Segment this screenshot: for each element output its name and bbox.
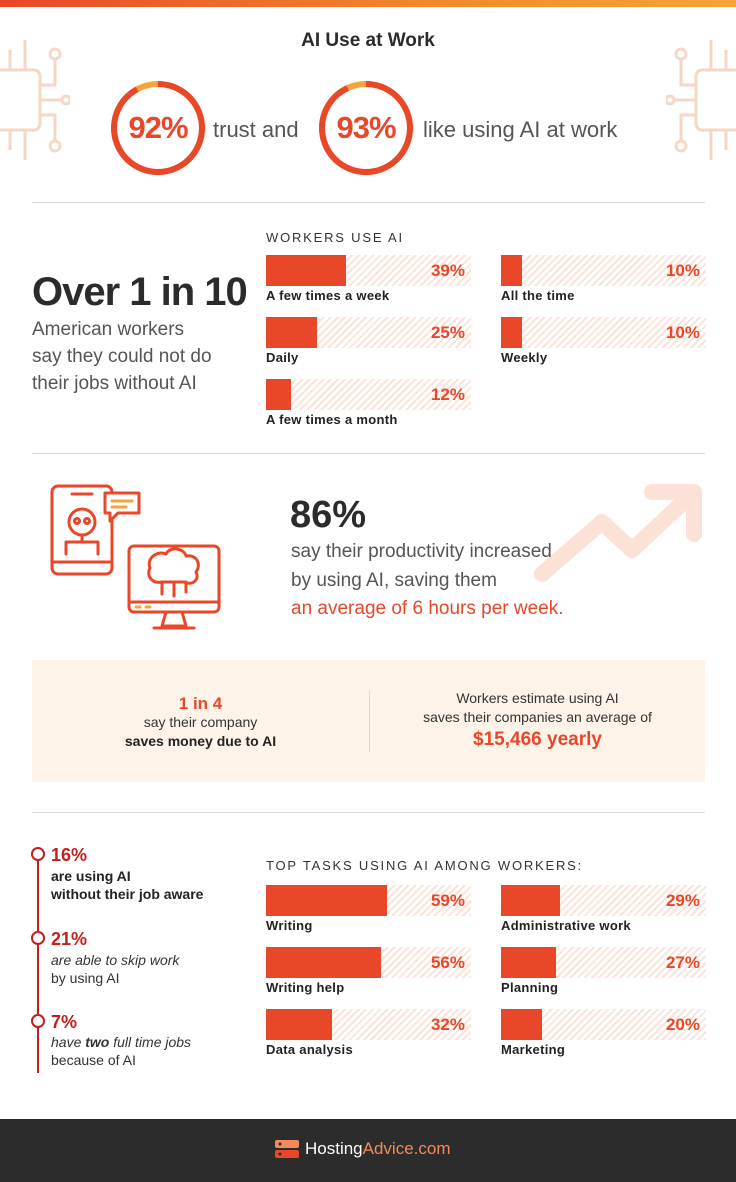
footer-logo[interactable]: HostingAdvice.com [305, 1139, 451, 1158]
bar-track: 25% [266, 317, 471, 348]
trend-arrow-icon [534, 484, 702, 582]
bar-track: 10% [501, 255, 706, 286]
bar-value: 20% [665, 1015, 700, 1034]
bar-fill [266, 947, 381, 978]
bar-label: A few times a week [266, 288, 390, 303]
bar-label: Writing help [266, 980, 345, 995]
phone-robot-icon [50, 484, 114, 576]
bar-value: 12% [430, 385, 465, 404]
trust-text: trust and [213, 117, 299, 142]
panel-left-line1: say their company [143, 714, 258, 730]
bar-label: Data analysis [266, 1042, 354, 1057]
panel-right-line2: saves their companies an average of [423, 709, 652, 725]
bar-value: 10% [665, 261, 700, 280]
page-title: AI Use at Work [301, 30, 435, 51]
bar-fill [501, 947, 557, 978]
bar-label: Marketing [501, 1042, 566, 1057]
workers-use-label: WORKERS USE AI [266, 230, 404, 245]
like-percent: 93% [336, 110, 396, 145]
divider [32, 453, 705, 454]
trust-percent: 92% [128, 110, 188, 145]
bar-track: 56% [266, 947, 471, 978]
panel-left-highlight: 1 in 4 [178, 694, 223, 713]
timeline-text-1: are using AI without their job aware [51, 868, 204, 902]
like-ring: 93% [316, 78, 416, 178]
bar-track: 10% [501, 317, 706, 348]
bar-label: Weekly [501, 350, 548, 365]
bar-fill [266, 1009, 332, 1040]
timeline-dot [31, 931, 45, 945]
like-text: like using AI at work [423, 117, 618, 142]
top-stripe [0, 0, 736, 7]
over-headline: Over 1 in 10 [32, 270, 248, 314]
panel-right-highlight: $15,466 yearly [473, 729, 602, 750]
circuit-icon [666, 40, 736, 160]
productivity-percent: 86% [290, 494, 367, 536]
divider [32, 202, 705, 203]
bar-fill [501, 1009, 542, 1040]
bar-label: All the time [501, 288, 575, 303]
bar-label: Writing [266, 918, 313, 933]
bar-fill [266, 255, 346, 286]
trust-ring: 92% [108, 78, 208, 178]
panel-right-line1: Workers estimate using AI [456, 690, 619, 706]
bar-track: 12% [266, 379, 471, 410]
bar-track: 27% [501, 947, 706, 978]
tasks-label: TOP TASKS USING AI AMONG WORKERS: [266, 858, 584, 873]
panel-divider [369, 690, 370, 752]
timeline-pct-3: 7% [51, 1012, 78, 1032]
bar-track: 20% [501, 1009, 706, 1040]
productivity-line-3: an average of 6 hours per week. [291, 598, 564, 619]
timeline-dot [31, 847, 45, 861]
bar-track: 39% [266, 255, 471, 286]
bar-value: 29% [665, 891, 700, 910]
bar-label: Planning [501, 980, 559, 995]
bar-value: 59% [430, 891, 465, 910]
bar-value: 32% [430, 1015, 465, 1034]
timeline-pct-2: 21% [51, 929, 88, 949]
bar-label: Administrative work [501, 918, 631, 933]
savings-panel: 1 in 4 say their company saves money due… [32, 660, 705, 782]
bar-fill [501, 885, 561, 916]
timeline-line [37, 855, 39, 1073]
bar-label: A few times a month [266, 412, 398, 427]
bar-value: 27% [665, 953, 700, 972]
bar-track: 32% [266, 1009, 471, 1040]
bar-track: 29% [501, 885, 706, 916]
bar-value: 56% [430, 953, 465, 972]
timeline-dot [31, 1014, 45, 1028]
chat-bubble-icon [103, 491, 141, 523]
monitor-brain-icon [127, 544, 221, 630]
timeline-pct-1: 16% [51, 845, 88, 865]
productivity-line-2: by using AI, saving them [291, 570, 497, 591]
bar-track: 59% [266, 885, 471, 916]
bar-fill [266, 317, 318, 348]
bar-fill [266, 885, 387, 916]
circuit-icon [0, 40, 70, 160]
productivity-line-1: say their productivity increased [291, 541, 552, 562]
timeline-text-3: have two full time jobs because of AI [51, 1034, 192, 1068]
timeline-text-2: are able to skip work by using AI [51, 952, 180, 986]
footer: HostingAdvice.com [0, 1119, 736, 1182]
bar-fill [266, 379, 291, 410]
panel-left-line2: saves money due to AI [124, 733, 277, 749]
bar-fill [501, 255, 522, 286]
bar-label: Daily [266, 350, 299, 365]
bar-value: 25% [430, 323, 465, 342]
bar-value: 39% [430, 261, 465, 280]
bar-fill [501, 317, 522, 348]
server-logo-icon [275, 1140, 299, 1158]
divider [32, 812, 705, 813]
over-subtext: American workers say they could not do t… [32, 319, 212, 394]
panel-left: 1 in 4 say their company saves money due… [32, 694, 369, 751]
panel-right: Workers estimate using AI saves their co… [370, 689, 705, 749]
bar-value: 10% [665, 323, 700, 342]
